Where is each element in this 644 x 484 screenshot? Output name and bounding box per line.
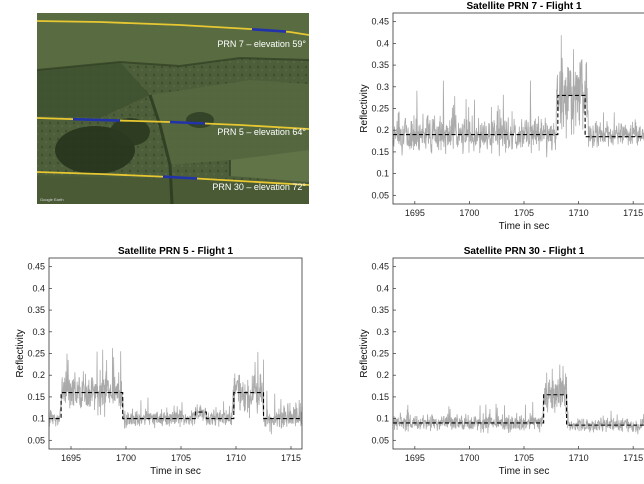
x-tick-label: 1700 bbox=[459, 208, 479, 218]
y-tick-label: 0.3 bbox=[376, 82, 389, 92]
segment-prn5-a bbox=[72, 117, 121, 122]
aerial-map-panel: PRN 7 – elevation 59° PRN 5 – elevation … bbox=[37, 13, 309, 204]
tree-cluster-3 bbox=[186, 112, 214, 128]
y-tick-label: 0.35 bbox=[371, 60, 389, 70]
field-north bbox=[37, 13, 309, 70]
y-tick-label: 0.35 bbox=[27, 305, 45, 315]
y-tick-label: 0.05 bbox=[27, 435, 45, 445]
x-tick-label: 1695 bbox=[405, 208, 425, 218]
x-tick-label: 1715 bbox=[623, 208, 643, 218]
map-credit: Google Earth bbox=[40, 197, 64, 202]
y-tick-label: 0.25 bbox=[371, 104, 389, 114]
y-tick-label: 0.2 bbox=[32, 370, 45, 380]
segment-prn5-b bbox=[169, 120, 206, 125]
plot-area bbox=[393, 13, 644, 204]
map-label-prn30: PRN 30 – elevation 72° bbox=[212, 182, 306, 192]
chart-prn7: 0.05 0.1 0.15 0.2 0.25 0.3 0.35 0.4 0.45 1695 1700… bbox=[359, 1, 644, 232]
y-tick-label: 0.4 bbox=[376, 283, 389, 293]
field-southeast bbox=[230, 150, 309, 182]
y-tick-label: 0.15 bbox=[27, 392, 45, 402]
x-tick-label: 1715 bbox=[623, 453, 643, 463]
x-tick-label: 1695 bbox=[405, 453, 425, 463]
x-tick-label: 1700 bbox=[116, 453, 136, 463]
y-axis-label: Reflectivity bbox=[359, 329, 370, 377]
x-tick-label: 1710 bbox=[226, 453, 246, 463]
segment-prn30 bbox=[162, 175, 198, 180]
series-raw-reflectivity bbox=[392, 35, 644, 158]
y-tick-label: 0.45 bbox=[371, 17, 389, 27]
series-mean-reflectivity bbox=[393, 394, 644, 426]
field-south bbox=[37, 176, 309, 204]
tree-cluster-2 bbox=[110, 118, 150, 146]
series-raw-reflectivity bbox=[392, 364, 644, 435]
y-tick-label: 0.05 bbox=[371, 435, 389, 445]
series-mean-reflectivity bbox=[49, 392, 302, 420]
series-mean-reflectivity bbox=[393, 94, 644, 138]
x-tick-label: 1705 bbox=[514, 208, 534, 218]
y-tick-label: 0.25 bbox=[371, 349, 389, 359]
field-center bbox=[150, 80, 309, 165]
y-tick-label: 0.3 bbox=[376, 327, 389, 337]
x-tick-label: 1705 bbox=[514, 453, 534, 463]
y-tick-label: 0.2 bbox=[376, 370, 389, 380]
x-tick-label: 1715 bbox=[281, 453, 301, 463]
field-west bbox=[37, 62, 150, 118]
y-tick-label: 0.45 bbox=[371, 262, 389, 272]
chart-title: Satellite PRN 30 - Flight 1 bbox=[464, 246, 585, 257]
y-tick-label: 0.15 bbox=[371, 147, 389, 157]
y-tick-label: 0.35 bbox=[371, 305, 389, 315]
x-axis-label: Time in sec bbox=[150, 466, 201, 477]
hedge-line bbox=[148, 94, 174, 204]
y-tick-label: 0.1 bbox=[376, 414, 389, 424]
hedge-line-2 bbox=[37, 56, 309, 71]
y-tick-label: 0.15 bbox=[371, 392, 389, 402]
y-tick-label: 0.45 bbox=[27, 262, 45, 272]
y-tick-label: 0.1 bbox=[376, 169, 389, 179]
chart-prn5: 0.05 0.1 0.15 0.2 0.25 0.3 0.35 0.4 0.45 1695 1700… bbox=[15, 246, 303, 477]
x-tick-label: 1710 bbox=[569, 453, 589, 463]
y-tick-label: 0.1 bbox=[32, 414, 45, 424]
track-prn7 bbox=[37, 20, 309, 36]
chart-title: Satellite PRN 5 - Flight 1 bbox=[118, 246, 233, 257]
y-tick-label: 0.25 bbox=[27, 349, 45, 359]
x-tick-label: 1710 bbox=[569, 208, 589, 218]
y-axis-label: Reflectivity bbox=[359, 84, 370, 132]
x-tick-label: 1700 bbox=[459, 453, 479, 463]
map-label-prn7: PRN 7 – elevation 59° bbox=[217, 39, 306, 49]
x-axis-label: Time in sec bbox=[499, 221, 550, 232]
chart-title: Satellite PRN 7 - Flight 1 bbox=[466, 1, 581, 12]
map-label-prn5: PRN 5 – elevation 64° bbox=[217, 127, 306, 137]
y-tick-label: 0.05 bbox=[371, 190, 389, 200]
y-tick-label: 0.2 bbox=[376, 125, 389, 135]
x-tick-label: 1695 bbox=[61, 453, 81, 463]
y-tick-label: 0.4 bbox=[32, 283, 45, 293]
x-tick-label: 1705 bbox=[171, 453, 191, 463]
chart-prn30: 0.05 0.1 0.15 0.2 0.25 0.3 0.35 0.4 0.45 1695 1700… bbox=[359, 246, 644, 477]
y-axis-label: Reflectivity bbox=[15, 329, 26, 377]
segment-prn7 bbox=[251, 28, 287, 33]
x-axis-label: Time in sec bbox=[499, 466, 550, 477]
series-raw-reflectivity bbox=[48, 348, 303, 435]
plot-area bbox=[393, 258, 644, 449]
y-tick-label: 0.4 bbox=[376, 38, 389, 48]
y-tick-label: 0.3 bbox=[32, 327, 45, 337]
